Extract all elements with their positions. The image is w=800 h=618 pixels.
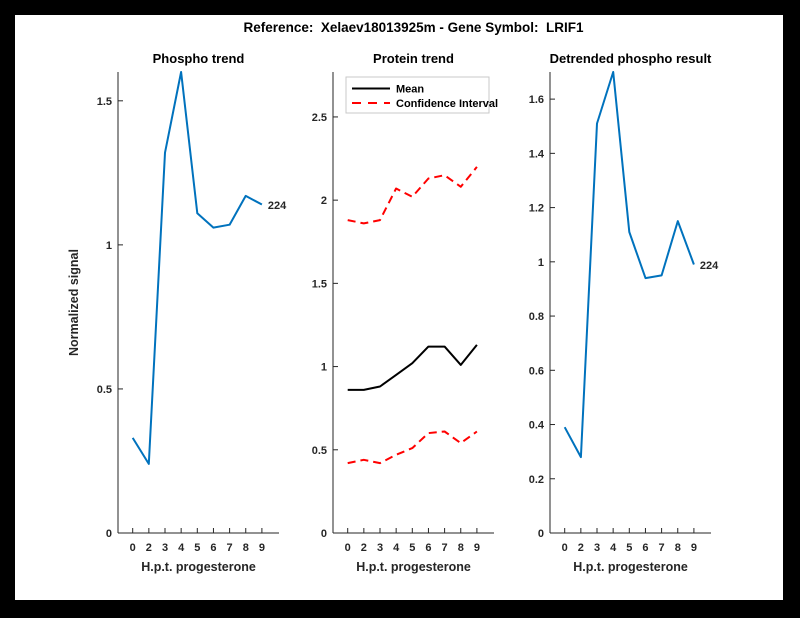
subplot-title: Phospho trend	[153, 51, 245, 66]
y-tick-label: 0.8	[529, 311, 544, 323]
y-tick-label: 0	[538, 528, 544, 540]
x-tick-label: 3	[377, 542, 383, 554]
x-tick-label: 0	[562, 542, 568, 554]
y-tick-label: 1.6	[529, 94, 544, 106]
y-tick-label: 0.5	[97, 384, 112, 396]
x-axis-label: H.p.t. progesterone	[356, 560, 471, 574]
y-tick-label: 1.5	[97, 96, 112, 108]
endpoint-label: 224	[268, 200, 287, 212]
x-tick-label: 2	[361, 542, 367, 554]
x-tick-label: 7	[442, 542, 448, 554]
x-tick-label: 3	[162, 542, 168, 554]
x-tick-label: 4	[178, 542, 185, 554]
figure-title: Reference: Xelaev18013925m - Gene Symbol…	[243, 20, 584, 35]
y-axis-label: Normalized signal	[67, 249, 81, 356]
y-tick-label: 0	[321, 528, 327, 540]
subplot-detrended-phospho-result: 00.20.40.60.811.21.41.60 2 3 4 5 6 7 8 9Detrende…	[529, 51, 719, 574]
subplot-title: Detrended phospho result	[550, 51, 712, 66]
endpoint-label: 224	[700, 260, 719, 272]
x-tick-label: 0	[130, 542, 136, 554]
y-tick-label: 0.4	[529, 420, 545, 432]
x-tick-label: 5	[194, 542, 200, 554]
x-tick-label: 2	[578, 542, 584, 554]
legend-entry-label: Confidence Interval	[396, 98, 498, 110]
series-phospho-signal	[131, 71, 263, 465]
y-tick-label: 1	[106, 240, 112, 252]
x-tick-label: 4	[610, 542, 617, 554]
y-tick-label: 1	[321, 362, 327, 374]
y-tick-label: 1.5	[312, 278, 327, 290]
x-tick-label: 7	[659, 542, 665, 554]
y-tick-label: 2.5	[312, 112, 327, 124]
legend-box	[345, 76, 490, 114]
x-tick-label: 9	[691, 542, 697, 554]
y-tick-label: 2	[321, 195, 327, 207]
x-tick-label: 6	[425, 542, 431, 554]
x-tick-label: 8	[458, 542, 464, 554]
x-axis-label: H.p.t. progesterone	[573, 560, 688, 574]
x-tick-label: 8	[675, 542, 681, 554]
series-detrended-phospho	[563, 71, 695, 459]
x-tick-label: 9	[474, 542, 480, 554]
legend: Mean Confidence Interval	[345, 76, 498, 114]
y-tick-label: 0	[106, 528, 112, 540]
y-tick-label: 1.4	[529, 148, 545, 160]
y-tick-label: 0.5	[312, 445, 327, 457]
x-tick-label: 9	[259, 542, 265, 554]
series-confidence-lower	[347, 430, 478, 465]
x-tick-label: 5	[409, 542, 415, 554]
x-tick-label: 2	[146, 542, 152, 554]
x-tick-label: 8	[243, 542, 249, 554]
x-tick-label: 0	[345, 542, 351, 554]
subplot-title: Protein trend	[373, 51, 454, 66]
series-confidence-upper	[347, 166, 478, 225]
legend-entry-label: Mean	[396, 84, 424, 96]
x-tick-label: 6	[210, 542, 216, 554]
y-tick-label: 1	[538, 257, 544, 269]
x-tick-label: 4	[393, 542, 400, 554]
x-tick-label: 5	[626, 542, 632, 554]
x-tick-label: 6	[642, 542, 648, 554]
x-tick-label: 3	[594, 542, 600, 554]
y-tick-label: 0.2	[529, 474, 544, 486]
y-tick-label: 0.6	[529, 365, 544, 377]
x-axis-label: H.p.t. progesterone	[141, 560, 256, 574]
y-tick-label: 1.2	[529, 203, 544, 215]
x-tick-label: 7	[227, 542, 233, 554]
series-mean	[347, 344, 478, 391]
